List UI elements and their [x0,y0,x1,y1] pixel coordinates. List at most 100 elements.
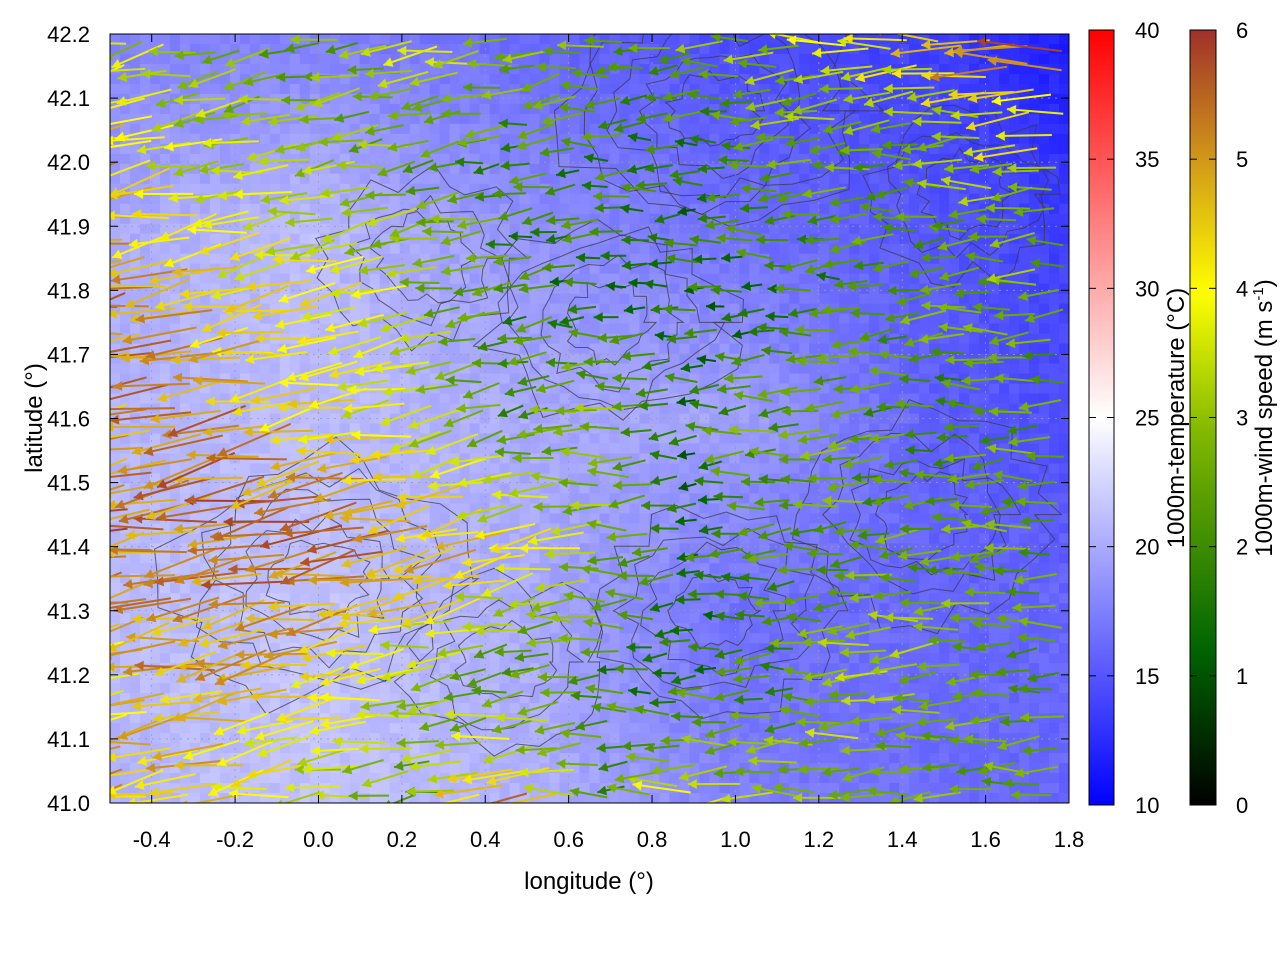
heatmap-cell [739,123,750,135]
heatmap-cell [409,163,421,175]
heatmap-cell [289,533,301,544]
heatmap-cell [479,353,491,365]
heatmap-cell [399,183,411,195]
heatmap-cell [599,123,611,135]
heatmap-cell [309,53,321,65]
heatmap-cell [1059,473,1069,485]
heatmap-cell [469,113,481,125]
heatmap-cell [969,283,980,295]
heatmap-cell [1039,503,1050,514]
heatmap-cell [1039,133,1050,145]
heatmap-cell [389,63,401,75]
heatmap-cell [749,313,760,325]
heatmap-cell [389,173,401,185]
heatmap-cell [139,193,151,205]
heatmap-cell [909,34,920,45]
heatmap-cell [179,113,191,125]
heatmap-cell [379,263,391,275]
heatmap-cell [909,333,920,345]
heatmap-cell [279,473,291,485]
heatmap-cell [829,323,840,335]
heatmap-cell [249,163,261,175]
heatmap-cell [709,63,720,75]
heatmap-cell [759,403,770,415]
heatmap-cell [349,353,361,365]
heatmap-cell [629,103,641,115]
heatmap-cell [809,113,820,125]
heatmap-cell [909,163,920,175]
heatmap-cell [1049,213,1060,225]
heatmap-cell [749,173,760,185]
heatmap-cell [989,393,1000,405]
heatmap-cell [1059,353,1069,365]
heatmap-cell [1019,313,1030,325]
heatmap-cell [589,123,601,135]
heatmap-cell [609,233,621,245]
heatmap-cell [1049,183,1060,195]
heatmap-cell [119,383,131,395]
heatmap-cell [339,463,351,475]
heatmap-cell [769,203,780,215]
heatmap-cell [449,43,461,55]
heatmap-cell [849,393,860,405]
heatmap-cell [299,133,311,145]
heatmap-cell [739,103,750,115]
heatmap-cell [309,463,321,475]
heatmap-cell [699,173,710,185]
heatmap-cell [949,213,960,225]
heatmap-cell [839,193,850,205]
heatmap-cell [189,203,201,215]
heatmap-cell [989,313,1000,325]
heatmap-cell [229,103,241,115]
heatmap-cell [129,383,141,395]
heatmap-cell [349,103,361,115]
heatmap-cell [429,34,441,45]
heatmap-cell [949,533,960,544]
heatmap-cell [259,433,271,445]
heatmap-cell [639,523,651,534]
heatmap-cell [779,253,790,265]
heatmap-cell [539,183,551,195]
heatmap-cell [759,443,770,455]
heatmap-cell [559,393,571,405]
heatmap-cell [509,483,521,495]
heatmap-cell [1049,353,1060,365]
heatmap-cell [529,273,541,285]
heatmap-cell [669,423,681,435]
heatmap-cell [199,283,211,295]
heatmap-cell [629,153,641,165]
heatmap-cell [1009,363,1020,375]
heatmap-cell [429,123,441,135]
heatmap-cell [599,393,611,405]
heatmap-cell [639,203,651,215]
heatmap-cell [559,123,571,135]
heatmap-cell [139,93,151,105]
heatmap-cell [949,263,960,275]
heatmap-cell [929,493,940,504]
heatmap-cell [309,313,321,325]
heatmap-cell [939,73,950,85]
heatmap-cell [349,163,361,175]
heatmap-cell [829,53,840,65]
heatmap-cell [859,303,870,315]
heatmap-cell [819,183,830,195]
heatmap-cell [309,513,321,524]
heatmap-cell [899,273,910,285]
heatmap-cell [469,493,481,504]
heatmap-cell [999,513,1010,524]
heatmap-cell [379,523,391,534]
heatmap-cell [569,153,581,165]
heatmap-cell [569,53,581,65]
heatmap-cell [299,503,311,514]
heatmap-cell [599,413,611,425]
heatmap-cell [469,353,481,365]
heatmap-cell [339,43,351,55]
heatmap-cell [209,223,221,235]
heatmap-cell [139,393,151,405]
heatmap-cell [919,323,930,335]
heatmap-cell [289,383,301,395]
heatmap-cell [239,403,251,415]
heatmap-cell [419,123,431,135]
heatmap-cell [719,213,730,225]
heatmap-cell [959,223,970,235]
